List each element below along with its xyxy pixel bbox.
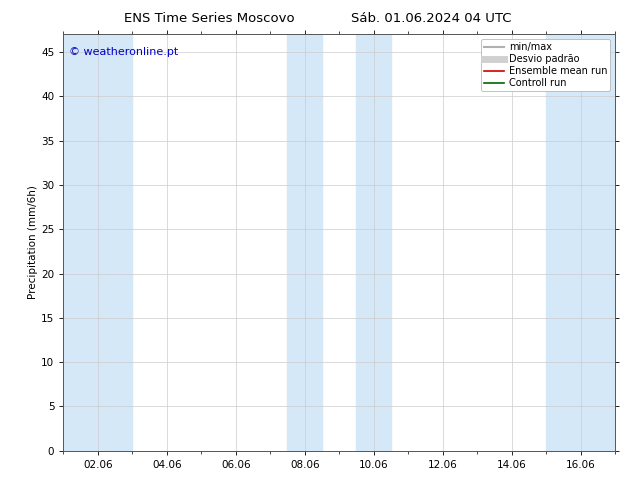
- Legend: min/max, Desvio padrão, Ensemble mean run, Controll run: min/max, Desvio padrão, Ensemble mean ru…: [481, 39, 610, 91]
- Bar: [63, 34, 133, 451]
- Bar: [546, 34, 615, 451]
- Bar: [356, 34, 391, 451]
- Text: Sáb. 01.06.2024 04 UTC: Sáb. 01.06.2024 04 UTC: [351, 12, 512, 25]
- Text: © weatheronline.pt: © weatheronline.pt: [69, 47, 178, 57]
- Bar: [287, 34, 322, 451]
- Y-axis label: Precipitation (mm/6h): Precipitation (mm/6h): [29, 186, 38, 299]
- Text: ENS Time Series Moscovo: ENS Time Series Moscovo: [124, 12, 295, 25]
